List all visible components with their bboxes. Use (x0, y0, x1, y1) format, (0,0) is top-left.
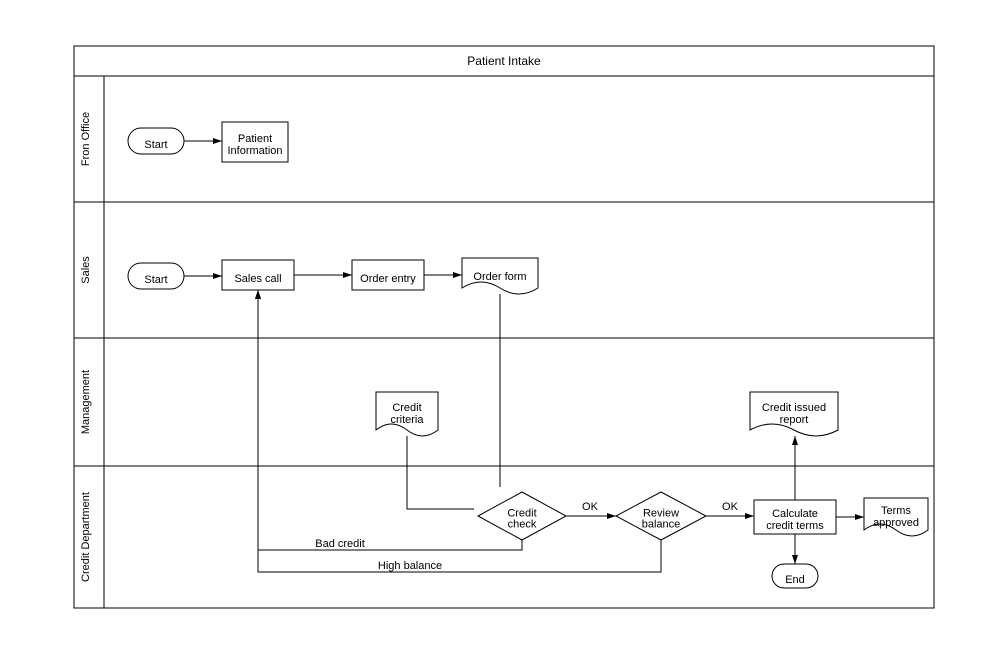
edge-label: High balance (378, 560, 442, 572)
diagram-title: Patient Intake (467, 54, 541, 68)
edge-review-balance-sales-call-high (258, 290, 661, 572)
lane-label-sales: Sales (80, 256, 92, 284)
svg-text:End: End (785, 574, 805, 586)
svg-text:Credit: Credit (392, 402, 421, 414)
flowchart-canvas: Patient Intake Fron Office Sales Management… (0, 0, 1000, 648)
edge-label: OK (722, 501, 739, 513)
svg-text:Calculate: Calculate (772, 508, 818, 520)
svg-text:approved: approved (873, 517, 919, 529)
svg-text:report: report (780, 414, 809, 426)
svg-text:Start: Start (144, 274, 167, 286)
svg-text:Patient: Patient (238, 133, 272, 145)
svg-text:Start: Start (144, 139, 167, 151)
edge-label: Bad credit (315, 538, 365, 550)
svg-text:Information: Information (227, 145, 282, 157)
edge-label: OK (582, 501, 599, 513)
svg-text:Order form: Order form (473, 271, 526, 283)
edge-credit-criteria-credit-check (407, 436, 474, 509)
lane-label-front-office: Fron Office (80, 112, 92, 166)
lane-label-credit-dept: Credit Department (80, 492, 92, 582)
svg-text:balance: balance (642, 518, 681, 530)
svg-text:Credit issued: Credit issued (762, 402, 826, 414)
svg-text:check: check (508, 518, 537, 530)
svg-text:Order entry: Order entry (360, 273, 416, 285)
svg-text:criteria: criteria (390, 414, 424, 426)
svg-text:Sales call: Sales call (234, 273, 281, 285)
svg-text:credit terms: credit terms (766, 520, 824, 532)
lane-label-management: Management (80, 370, 92, 434)
svg-text:Terms: Terms (881, 505, 911, 517)
